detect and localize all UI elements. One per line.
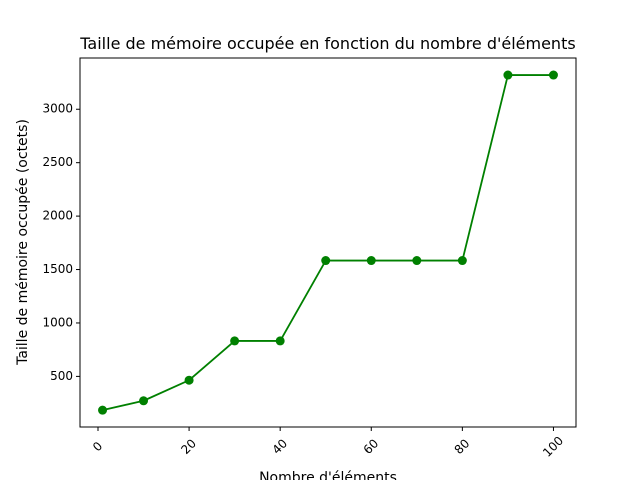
data-point: [548, 70, 558, 80]
chart-title: Taille de mémoire occupée en fonction du…: [79, 34, 575, 53]
data-point: [366, 256, 376, 266]
plot-frame: [79, 57, 577, 428]
y-axis: 500 1000 1500 2000 2500 3000: [42, 102, 80, 383]
y-axis-label: Taille de mémoire occupée (octets): [15, 119, 31, 366]
data-point: [503, 70, 513, 80]
data-point: [139, 396, 149, 406]
data-point: [412, 256, 422, 266]
x-tick-label: 100: [540, 434, 566, 460]
y-tick-label: 2500: [42, 155, 73, 169]
y-tick-label: 500: [50, 369, 73, 383]
x-tick-label: 60: [361, 436, 382, 457]
data-point: [275, 336, 285, 346]
x-tick-label: 40: [269, 436, 290, 457]
data-point: [98, 405, 108, 415]
x-axis-label: Nombre d'éléments: [259, 470, 397, 480]
series-layer: [98, 70, 558, 415]
x-axis: 0 20 40 60 80 100: [90, 427, 566, 460]
x-tick-label: 20: [178, 436, 199, 457]
data-point: [321, 256, 331, 266]
y-tick-label: 2000: [42, 209, 73, 223]
plot-area: [80, 58, 576, 427]
x-tick-label: 80: [452, 436, 473, 457]
y-tick-label: 1500: [42, 262, 73, 276]
data-point: [457, 256, 467, 266]
data-point: [230, 336, 240, 346]
y-tick-label: 3000: [42, 102, 73, 116]
y-tick-label: 1000: [42, 315, 73, 329]
x-tick-label: 0: [90, 439, 105, 454]
data-point: [184, 375, 194, 385]
